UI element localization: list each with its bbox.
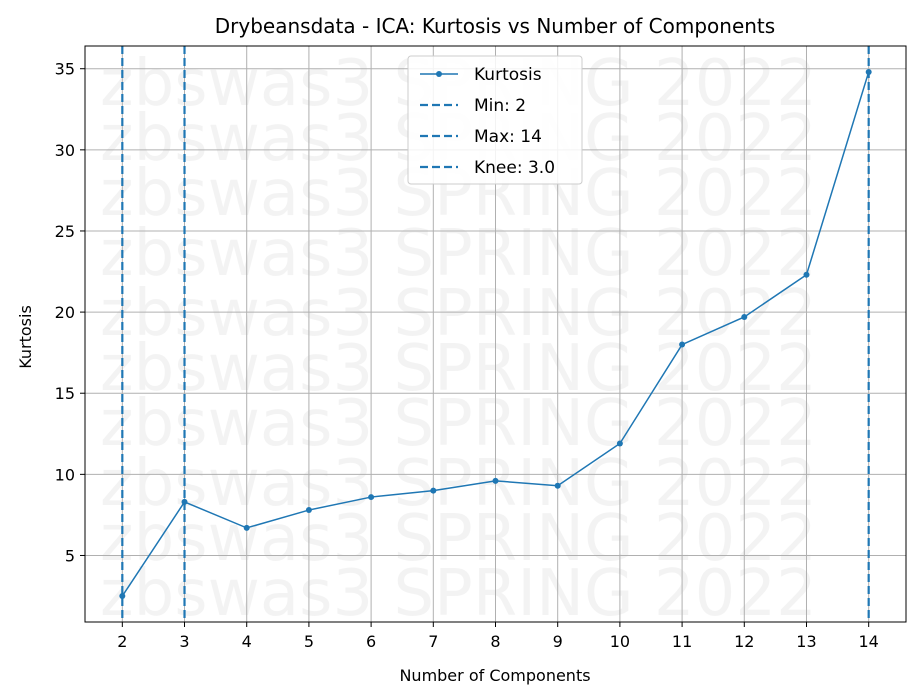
data-point — [679, 341, 686, 348]
y-tick-label: 20 — [55, 303, 75, 322]
watermark-text: zbswas3 SPRING 2022 — [100, 217, 817, 291]
data-point — [305, 507, 312, 514]
x-tick-label: 5 — [304, 632, 314, 651]
x-tick-label: 7 — [428, 632, 438, 651]
x-tick-label: 4 — [242, 632, 252, 651]
reference-lines — [121, 46, 870, 622]
x-tick-label: 13 — [796, 632, 816, 651]
y-tick-label: 35 — [55, 60, 75, 79]
data-point — [803, 271, 810, 278]
watermark-text: zbswas3 SPRING 2022 — [100, 557, 817, 631]
legend: Kurtosis Min: 2 Max: 14 Knee: 3.0 — [407, 55, 583, 185]
x-axis-label: Number of Components — [399, 666, 590, 685]
series-layer — [119, 68, 872, 600]
data-point — [181, 498, 188, 505]
x-tick-label: 12 — [734, 632, 754, 651]
x-axis-ticks: 2 3 4 5 6 7 8 9 10 11 12 13 14 — [117, 622, 879, 651]
legend-marker — [436, 71, 442, 77]
y-axis-label: Kurtosis — [16, 305, 35, 369]
y-tick-label: 5 — [65, 546, 75, 565]
x-tick-label: 2 — [117, 632, 127, 651]
data-point — [741, 313, 748, 320]
legend-label: Min: 2 — [474, 96, 526, 116]
chart-title: Drybeansdata - ICA: Kurtosis vs Number o… — [215, 14, 775, 38]
data-point — [368, 494, 375, 501]
x-tick-label: 11 — [672, 632, 692, 651]
x-tick-label: 8 — [490, 632, 500, 651]
x-tick-label: 6 — [366, 632, 376, 651]
legend-label: Kurtosis — [474, 65, 542, 85]
watermark-text: zbswas3 SPRING 2022 — [100, 447, 817, 521]
watermark-layer: zbswas3 SPRING 2022zbswas3 SPRING 2022zb… — [100, 47, 817, 631]
legend-box — [407, 55, 583, 185]
data-point — [119, 593, 126, 600]
x-tick-label: 3 — [179, 632, 189, 651]
data-point — [616, 440, 623, 447]
watermark-text: zbswas3 SPRING 2022 — [100, 277, 817, 351]
y-tick-label: 25 — [55, 222, 75, 241]
legend-label: Max: 14 — [474, 127, 542, 147]
watermark-text: zbswas3 SPRING 2022 — [100, 387, 817, 461]
data-point — [430, 487, 437, 494]
y-axis-ticks: 5 10 15 20 25 30 35 — [55, 60, 85, 565]
watermark-text: zbswas3 SPRING 2022 — [100, 502, 817, 576]
x-tick-label: 14 — [859, 632, 879, 651]
data-point — [492, 477, 499, 484]
y-tick-label: 15 — [55, 384, 75, 403]
x-tick-label: 10 — [610, 632, 630, 651]
data-point — [865, 68, 872, 75]
legend-label: Knee: 3.0 — [474, 158, 555, 178]
data-point — [554, 482, 561, 489]
x-tick-label: 9 — [553, 632, 563, 651]
y-tick-label: 30 — [55, 141, 75, 160]
y-tick-label: 10 — [55, 465, 75, 484]
data-point — [243, 524, 250, 531]
